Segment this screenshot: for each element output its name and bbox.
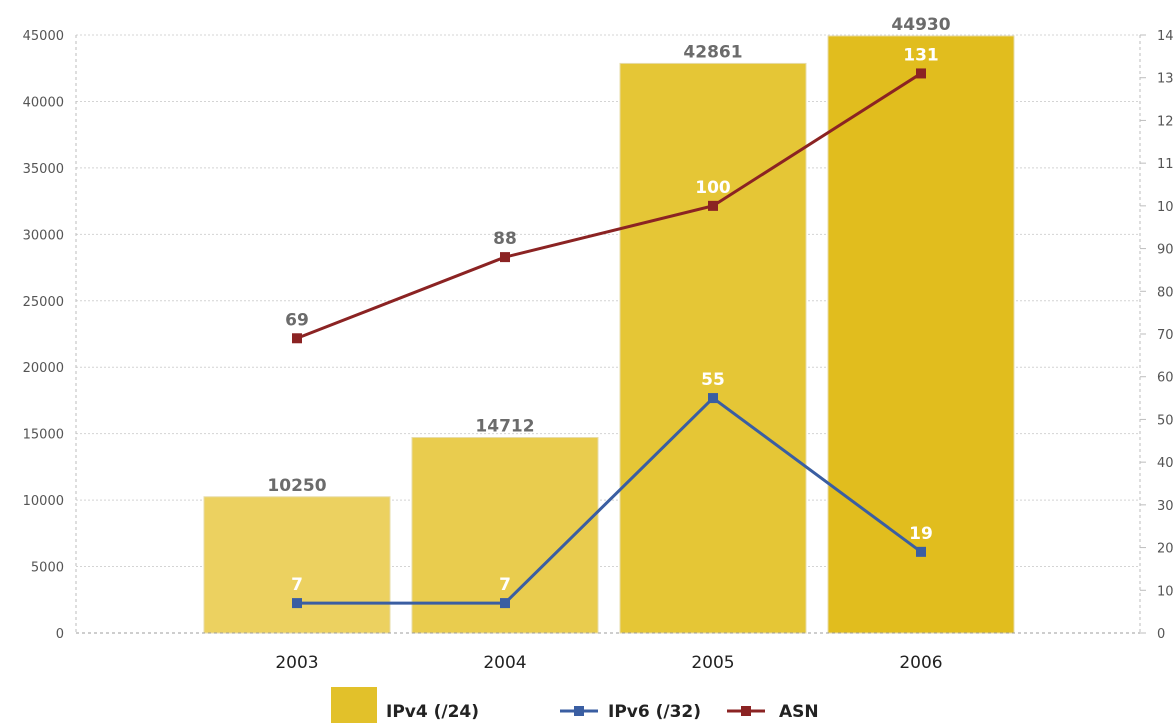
y-left-tick-label: 0	[56, 627, 64, 642]
bar-value-label: 14712	[475, 416, 534, 436]
legend-marker-ipv6	[574, 706, 584, 716]
y-right-tick-label: 30	[1157, 499, 1174, 514]
line-ipv6	[297, 398, 921, 603]
bar-value-label: 44930	[891, 15, 950, 35]
y-right-tick-label: 12	[1157, 114, 1174, 129]
point-ipv6	[708, 393, 718, 403]
ipv6-value-label: 7	[291, 575, 303, 595]
x-tick-label: 2003	[275, 653, 318, 673]
y-right-tick-label: 0	[1157, 627, 1165, 642]
legend-label-asn: ASN	[779, 702, 819, 722]
legend-label-ipv6: IPv6 (/32)	[608, 702, 701, 722]
asn-value-label: 69	[285, 310, 309, 330]
ipv6-value-label: 7	[499, 575, 511, 595]
bar	[620, 63, 806, 633]
y-left-tick-label: 45000	[23, 29, 64, 44]
legend-marker-asn	[741, 706, 751, 716]
x-tick-label: 2004	[483, 653, 526, 673]
y-right-tick-label: 50	[1157, 413, 1174, 428]
y-left-tick-label: 35000	[23, 162, 64, 177]
point-asn	[292, 333, 302, 343]
y-right-tick-label: 11	[1157, 157, 1174, 172]
y-right-tick-label: 70	[1157, 328, 1174, 343]
legend: IPv4 (/24) IPv6 (/32) ASN	[331, 687, 819, 723]
point-ipv6	[916, 547, 926, 557]
y-right-tick-label: 13	[1157, 72, 1174, 87]
ipv6-value-label: 19	[909, 524, 933, 544]
y-left-tick-label: 10000	[23, 494, 64, 509]
bar	[204, 497, 390, 633]
line-asn	[297, 73, 921, 338]
y-right-tick-label: 10	[1157, 584, 1174, 599]
x-tick-label: 2005	[691, 653, 734, 673]
point-asn	[916, 68, 926, 78]
bar-value-label: 10250	[267, 476, 326, 496]
y-left-tick-label: 5000	[31, 561, 64, 576]
point-asn	[500, 252, 510, 262]
y-left-tick-label: 15000	[23, 428, 64, 443]
y-right-tick-label: 90	[1157, 243, 1174, 258]
point-ipv6	[500, 598, 510, 608]
legend-swatch-ipv4	[331, 687, 377, 723]
bar-series-ipv4	[204, 36, 1014, 633]
point-asn	[708, 201, 718, 211]
y-right-tick-label: 14	[1157, 29, 1174, 44]
asn-value-label: 131	[903, 45, 939, 65]
y-right-tick-label: 60	[1157, 371, 1174, 386]
point-ipv6	[292, 598, 302, 608]
y-left-tick-label: 30000	[23, 228, 64, 243]
legend-label-ipv4: IPv4 (/24)	[386, 702, 479, 722]
asn-value-label: 100	[695, 178, 731, 198]
y-right-tick-label: 40	[1157, 456, 1174, 471]
y-right-tick-label: 20	[1157, 542, 1174, 557]
bar-value-label: 42861	[683, 42, 742, 62]
asn-value-label: 88	[493, 229, 517, 249]
ipv6-value-label: 55	[701, 370, 725, 390]
y-left-tick-label: 25000	[23, 295, 64, 310]
y-left-tick-label: 20000	[23, 361, 64, 376]
y-right-tick-label: 80	[1157, 285, 1174, 300]
y-right-tick-label: 10	[1157, 200, 1174, 215]
x-tick-label: 2006	[899, 653, 942, 673]
y-left-tick-label: 40000	[23, 95, 64, 110]
